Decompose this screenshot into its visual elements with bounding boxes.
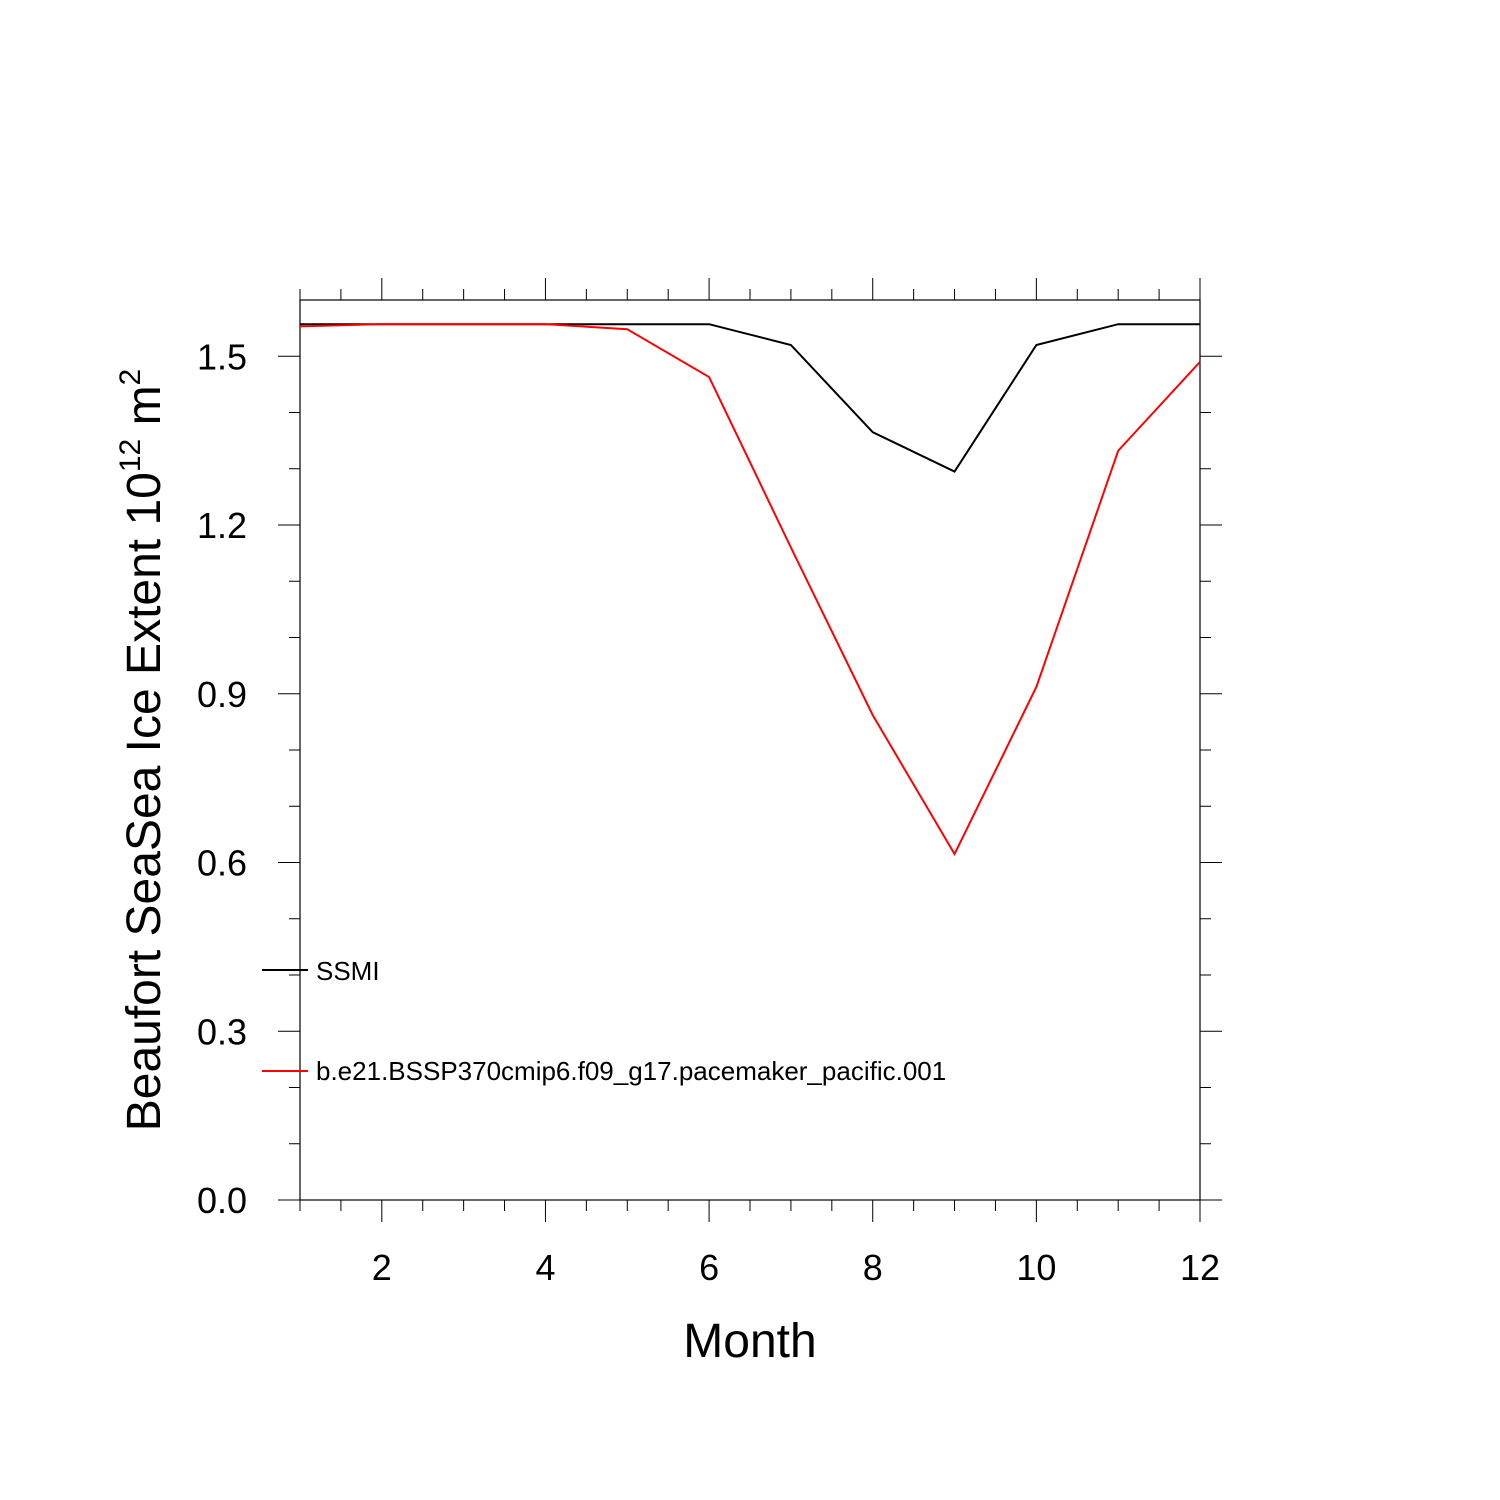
series-line-ssmi xyxy=(300,323,1200,473)
axis-tick-labels: 2 4 6 8 10 12 0.0 0.3 0.6 0.9 1.2 1.5 xyxy=(197,336,1220,1288)
y-axis-title: Beaufort SeaSea Ice Extent 1012 m2 xyxy=(114,369,171,1132)
x-tick-label: 10 xyxy=(1016,1247,1056,1288)
series-lines xyxy=(299,323,1201,857)
x-tick-label: 12 xyxy=(1180,1247,1220,1288)
x-tick-label: 2 xyxy=(372,1247,392,1288)
y-tick-label: 0.6 xyxy=(197,843,247,884)
series-line-model xyxy=(299,323,1201,857)
y-tick-label: 1.5 xyxy=(197,336,247,377)
legend-label-ssmi: SSMI xyxy=(316,956,380,986)
y-tick-label: 0.3 xyxy=(197,1011,247,1052)
axis-ticks xyxy=(278,278,1222,1222)
x-tick-label: 4 xyxy=(535,1247,555,1288)
x-tick-label: 8 xyxy=(863,1247,883,1288)
x-axis-title: Month xyxy=(683,1315,816,1368)
y-tick-label: 0.0 xyxy=(197,1180,247,1221)
legend: SSMI b.e21.BSSP370cmip6.f09_g17.pacemake… xyxy=(262,956,946,1086)
y-tick-label: 0.9 xyxy=(197,674,247,715)
x-tick-label: 6 xyxy=(699,1247,719,1288)
y-tick-label: 1.2 xyxy=(197,505,247,546)
legend-label-model: b.e21.BSSP370cmip6.f09_g17.pacemaker_pac… xyxy=(316,1056,946,1086)
